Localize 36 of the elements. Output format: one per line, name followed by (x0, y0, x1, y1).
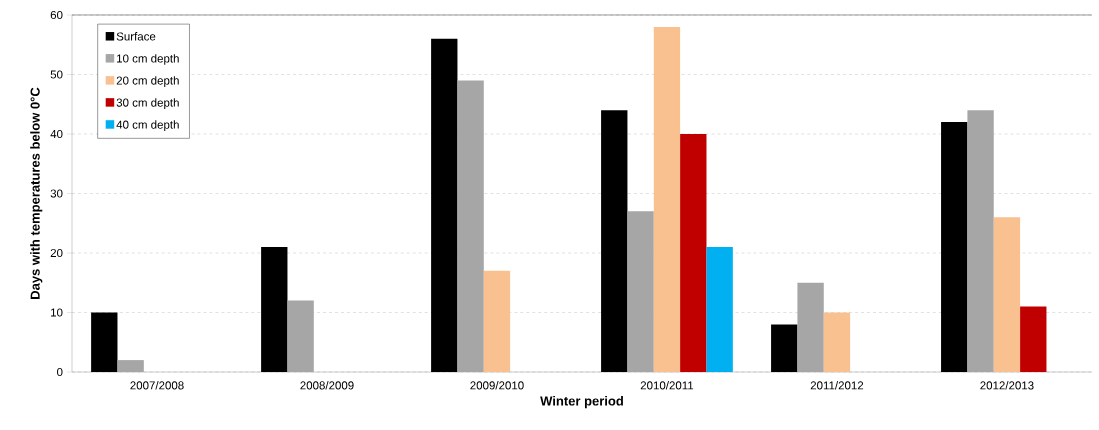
bar (483, 270, 511, 372)
x-tick-label: 2011/2012 (810, 381, 864, 390)
y-tick-label: 40 (50, 129, 63, 139)
x-axis-title: Winter period (540, 396, 623, 409)
y-tick-label: 20 (50, 248, 63, 258)
bar (993, 217, 1021, 372)
bar (771, 324, 798, 372)
y-tick-label: 0 (57, 367, 63, 377)
y-tick-label: 10 (51, 308, 63, 317)
bar (1020, 306, 1047, 372)
y-tick-label: 60 (50, 10, 63, 20)
y-tick-label: 30 (50, 189, 63, 198)
bar (287, 300, 314, 372)
bar (601, 110, 628, 372)
bar (431, 38, 458, 372)
x-tick-label: 2010/2011 (640, 381, 694, 390)
bar (91, 312, 118, 372)
x-tick-label: 2008/2009 (300, 381, 354, 390)
bar (823, 312, 851, 372)
x-tick-label: 2009/2010 (470, 381, 524, 390)
x-tick-label: 2007/2008 (130, 381, 184, 390)
bar (261, 247, 288, 372)
bar (941, 122, 968, 372)
bar (117, 360, 144, 372)
legend-label: Surface (116, 32, 156, 41)
bar (706, 247, 733, 372)
legend-label: 40 cm depth (116, 120, 179, 131)
legend-label: 30 cm depth (116, 98, 179, 109)
bar (653, 26, 681, 372)
legend-label: 10 cm depth (117, 54, 179, 65)
bar (680, 134, 707, 372)
legend-label: 20 cm depth (116, 76, 179, 87)
y-axis-title: Days with temperatures below 0°C (30, 87, 43, 299)
bar (627, 211, 654, 372)
y-tick-label: 50 (50, 70, 63, 79)
x-tick-label: 2012/2013 (980, 381, 1034, 390)
